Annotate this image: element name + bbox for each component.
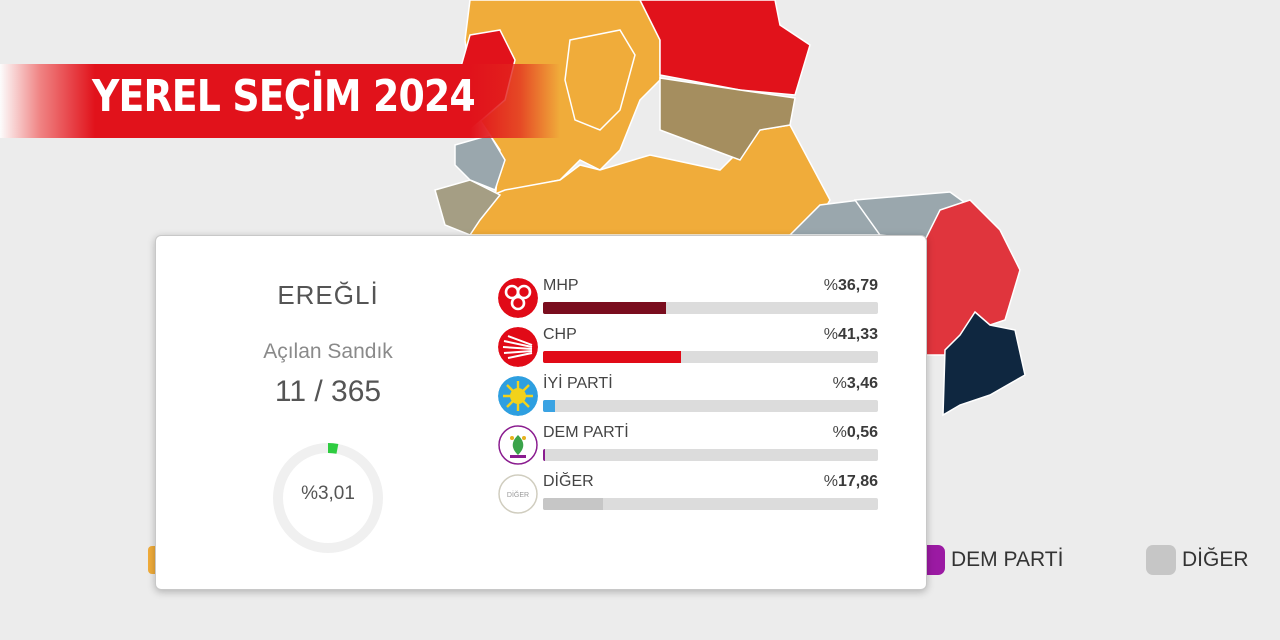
party-percent-chp: %41,33 xyxy=(823,326,878,343)
party-bar-fill-iyi-parti xyxy=(543,400,555,412)
opened-ballot-percent: %3,01 xyxy=(301,483,355,504)
party-percent-iyi-parti: %3,46 xyxy=(832,375,878,392)
legend-item-dem-parti[interactable]: DEM PARTİ xyxy=(915,542,1063,578)
legend-label-dem-parti: DEM PARTİ xyxy=(951,548,1064,571)
party-bar-dem-parti xyxy=(543,449,878,461)
dem-parti-logo-icon xyxy=(498,425,538,465)
diger-logo-icon: DİĞER xyxy=(498,474,538,514)
party-name-iyi-parti: İYİ PARTİ xyxy=(543,375,613,392)
party-row-chp[interactable]: CHP %41,33 xyxy=(498,325,878,371)
party-percent-dem-parti: %0,56 xyxy=(832,424,878,441)
district-result-card: EREĞLİ Açılan Sandık 11 / 365 %3,01 MHP … xyxy=(155,235,927,590)
party-bar-iyi-parti xyxy=(543,400,878,412)
map-region-dark[interactable] xyxy=(942,310,1026,417)
opened-ballot-label: Açılan Sandık xyxy=(263,340,393,363)
mhp-logo-icon xyxy=(498,278,538,318)
party-bar-fill-mhp xyxy=(543,302,667,314)
diger-logo-text: DİĞER xyxy=(507,490,529,499)
party-name-diger: DİĞER xyxy=(543,473,594,490)
party-bar-fill-diger xyxy=(543,498,603,510)
legend-label-diger: DİĞER xyxy=(1182,548,1249,571)
party-name-mhp: MHP xyxy=(543,277,579,294)
headline-banner xyxy=(0,64,560,138)
party-bar-chp xyxy=(543,351,878,363)
headline-title: YEREL SEÇİM 2024 xyxy=(92,71,476,122)
party-name-chp: CHP xyxy=(543,326,577,343)
party-bar-fill-dem-parti xyxy=(543,449,545,461)
chp-logo-icon xyxy=(498,327,538,367)
district-name: EREĞLİ xyxy=(277,280,379,310)
legend-swatch-partial xyxy=(148,546,158,574)
party-percent-mhp: %36,79 xyxy=(823,277,878,294)
party-bar-mhp xyxy=(543,302,878,314)
gauge-progress xyxy=(273,443,383,553)
legend-item-diger[interactable]: DİĞER xyxy=(1146,542,1249,578)
opened-ballot-count: 11 / 365 xyxy=(274,375,382,408)
iyi-parti-logo-icon xyxy=(498,376,538,416)
party-percent-diger: %17,86 xyxy=(823,473,878,490)
map-region-chp-1[interactable] xyxy=(639,0,811,96)
opened-ballot-gauge xyxy=(273,443,383,553)
map-region-yrp-1[interactable] xyxy=(659,77,796,161)
party-row-diger[interactable]: DİĞER DİĞER %17,86 xyxy=(498,472,878,518)
party-row-iyi-parti[interactable]: İYİ PARTİ %3,46 xyxy=(498,374,878,420)
party-row-dem-parti[interactable]: DEM PARTİ %0,56 xyxy=(498,423,878,469)
party-row-mhp[interactable]: MHP %36,79 xyxy=(498,276,878,322)
legend-swatch-diger xyxy=(1146,545,1176,575)
party-bar-fill-chp xyxy=(543,351,682,363)
party-bar-diger xyxy=(543,498,878,510)
party-name-dem-parti: DEM PARTİ xyxy=(543,424,629,441)
map-region-mhp-3[interactable] xyxy=(564,29,636,131)
